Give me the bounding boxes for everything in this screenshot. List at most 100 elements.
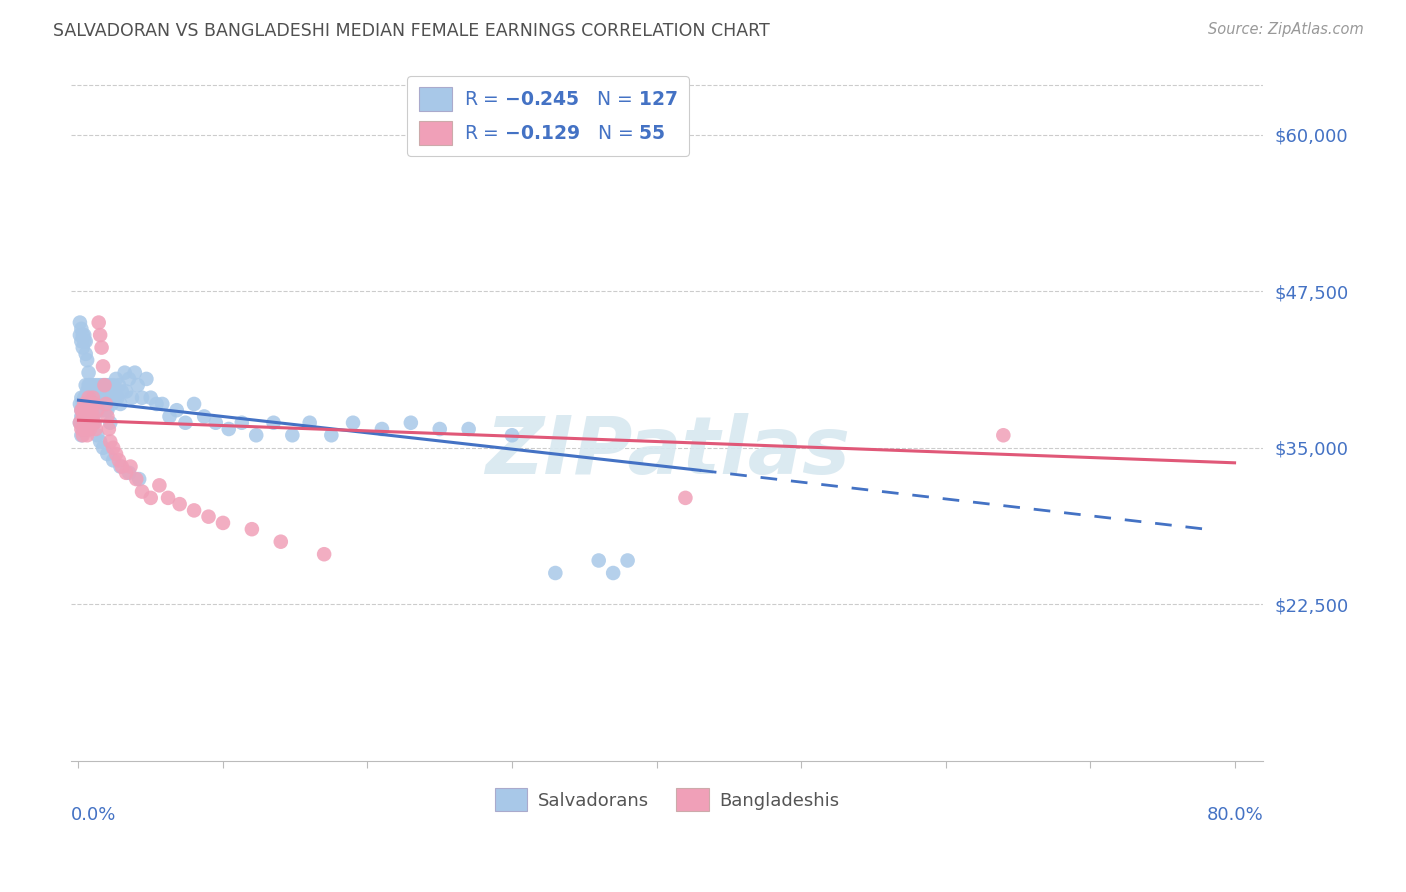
Point (77, 403, 100, 417)
Point (70, 334, 93, 349)
Point (83, 403, 105, 417)
Point (72, 403, 94, 417)
Point (77, 391, 100, 405)
Point (457, 422, 479, 436)
Point (70, 428, 93, 442)
Point (100, 397, 122, 411)
Point (70, 409, 93, 424)
Point (148, 478, 170, 492)
Point (501, 428, 523, 442)
Point (93, 384, 115, 399)
Point (83, 416, 105, 430)
Point (84, 403, 107, 417)
Point (602, 566, 624, 580)
Point (90, 341, 112, 355)
Point (169, 497, 191, 511)
Point (87, 391, 110, 405)
Point (124, 366, 146, 380)
Point (159, 409, 181, 424)
Point (87, 316, 110, 330)
Point (110, 459, 132, 474)
Point (101, 453, 124, 467)
Point (131, 391, 153, 405)
Point (90, 403, 112, 417)
Point (588, 553, 610, 567)
Point (89, 403, 111, 417)
Point (80, 403, 103, 417)
Point (82, 391, 104, 405)
Point (993, 428, 1015, 442)
Point (110, 397, 132, 411)
Point (75, 403, 97, 417)
Point (72, 328, 94, 343)
Point (111, 459, 134, 474)
Text: Source: ZipAtlas.com: Source: ZipAtlas.com (1208, 22, 1364, 37)
Point (150, 397, 173, 411)
Point (79, 378, 101, 392)
Point (118, 466, 141, 480)
Point (87, 403, 110, 417)
Point (245, 428, 267, 442)
Point (86, 428, 108, 442)
Point (75, 378, 97, 392)
Point (96, 409, 118, 424)
Point (69, 416, 91, 430)
Point (73, 328, 96, 343)
Point (79, 403, 101, 417)
Point (69, 316, 91, 330)
Point (673, 491, 696, 505)
Point (342, 416, 364, 430)
Point (127, 378, 149, 392)
Point (72, 416, 94, 430)
Point (76, 384, 98, 399)
Point (263, 416, 285, 430)
Point (82, 403, 104, 417)
Point (75, 403, 97, 417)
Point (73, 416, 96, 430)
Point (429, 422, 451, 436)
Point (80, 416, 103, 430)
Point (75, 422, 97, 436)
Point (70, 403, 93, 417)
Point (91, 378, 114, 392)
Point (73, 422, 96, 436)
Legend: Salvadorans, Bangladeshis: Salvadorans, Bangladeshis (488, 780, 846, 819)
Text: SALVADORAN VS BANGLADESHI MEDIAN FEMALE EARNINGS CORRELATION CHART: SALVADORAN VS BANGLADESHI MEDIAN FEMALE … (53, 22, 770, 40)
Point (73, 416, 96, 430)
Point (70, 403, 93, 417)
Point (298, 416, 321, 430)
Point (94, 397, 117, 411)
Point (125, 472, 148, 486)
Point (73, 403, 96, 417)
Point (89, 378, 111, 392)
Point (75, 347, 97, 361)
Point (131, 484, 153, 499)
Point (69, 416, 91, 430)
Point (89, 434, 111, 449)
Point (72, 341, 94, 355)
Point (94, 397, 117, 411)
Point (79, 416, 101, 430)
Point (72, 422, 94, 436)
Point (75, 416, 97, 430)
Point (72, 403, 94, 417)
Point (73, 391, 96, 405)
Point (616, 553, 638, 567)
Point (82, 409, 104, 424)
Point (70, 422, 93, 436)
Point (75, 334, 97, 349)
Point (101, 441, 124, 455)
Point (82, 403, 104, 417)
Point (80, 397, 103, 411)
Point (72, 428, 94, 442)
Point (77, 403, 100, 417)
Point (91, 397, 114, 411)
Point (218, 422, 240, 436)
Point (86, 378, 108, 392)
Point (183, 503, 205, 517)
Point (145, 397, 167, 411)
Point (96, 447, 118, 461)
Point (77, 366, 100, 380)
Point (98, 434, 121, 449)
Point (114, 366, 136, 380)
